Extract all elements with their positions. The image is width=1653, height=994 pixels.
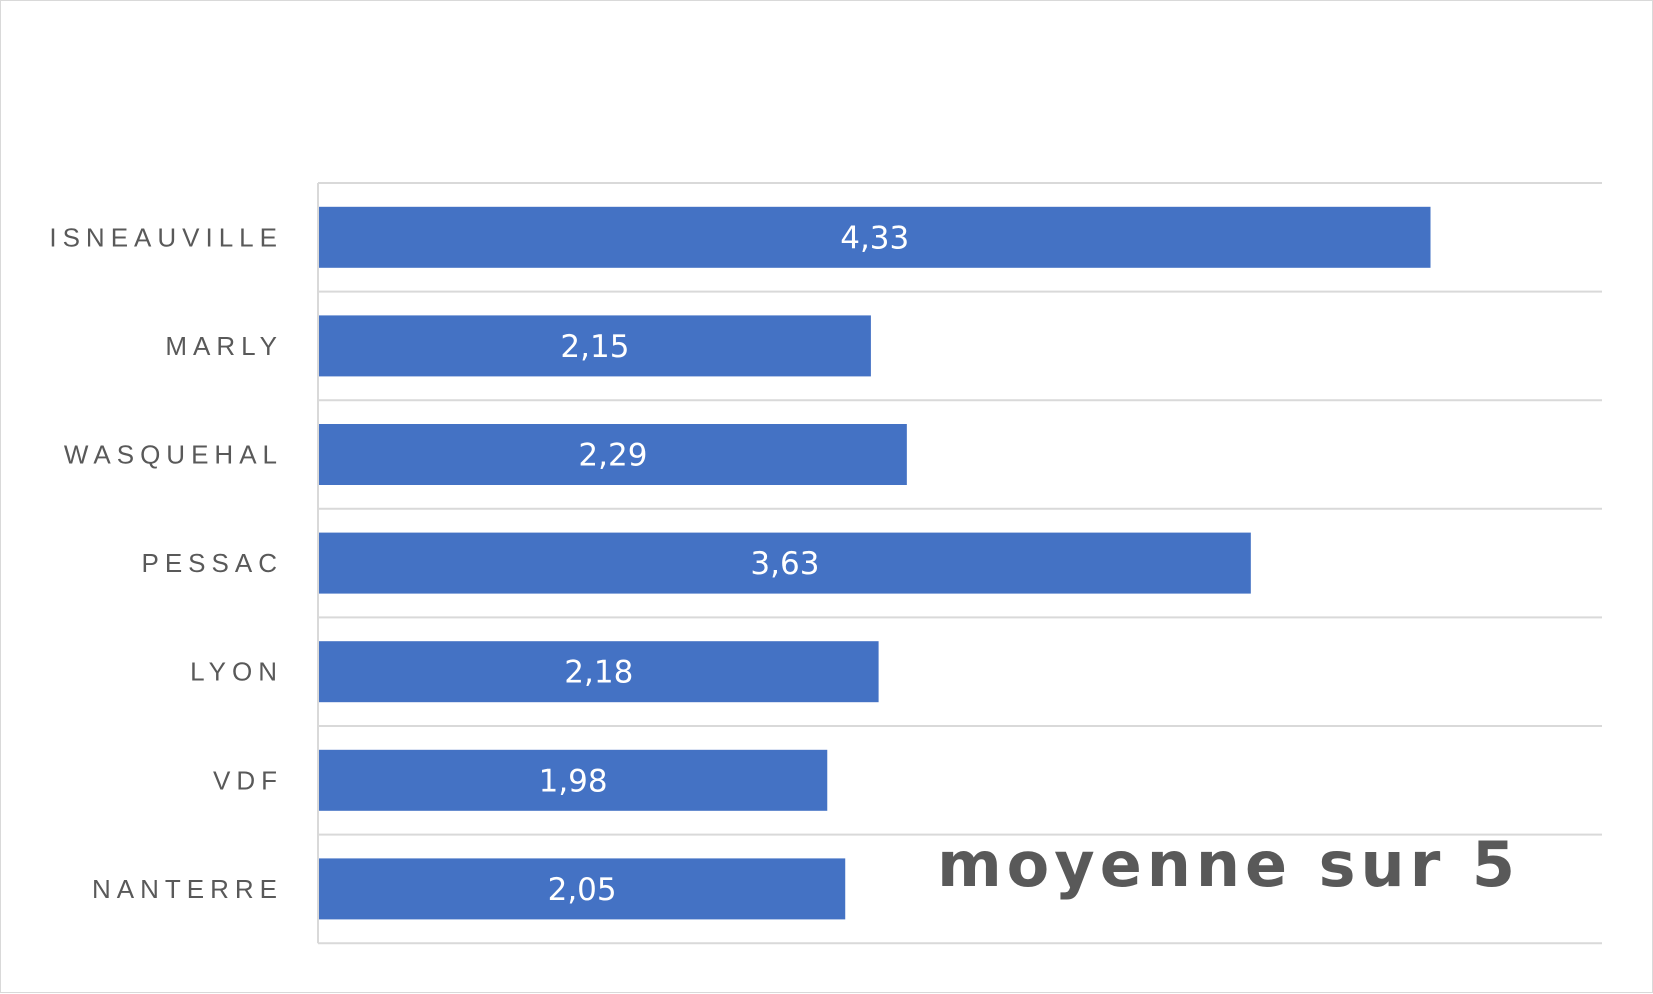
category-label: VDF (213, 765, 283, 795)
data-label: 2,15 (560, 329, 629, 365)
category-label: ISNEAUVILLE (49, 222, 283, 252)
bar (319, 532, 1251, 594)
bar (319, 424, 907, 485)
category-label: LYON (190, 657, 283, 687)
bar (319, 206, 1431, 268)
bar (319, 315, 871, 377)
gridlines (317, 182, 1602, 945)
data-label: 2,29 (578, 438, 647, 474)
data-label: 4,33 (840, 220, 909, 256)
bar (319, 858, 846, 920)
data-label: 2,05 (548, 872, 617, 908)
bar (319, 641, 879, 703)
chart-annotation: moyenne sur 5 (937, 828, 1520, 901)
data-label: 2,18 (564, 655, 633, 691)
category-label: MARLY (165, 331, 283, 361)
category-label: NANTERRE (92, 874, 283, 904)
data-label: 3,63 (750, 546, 819, 582)
category-label: WASQUEHAL (64, 440, 283, 470)
bars (319, 206, 1431, 920)
data-label: 1,98 (539, 763, 608, 799)
bar (319, 749, 828, 811)
labels: 4,33 ISNEAUVILLE 2,15 MARLY 2,29 WASQUEHAL 3,6… (49, 220, 909, 908)
category-label: PESSAC (142, 548, 284, 578)
